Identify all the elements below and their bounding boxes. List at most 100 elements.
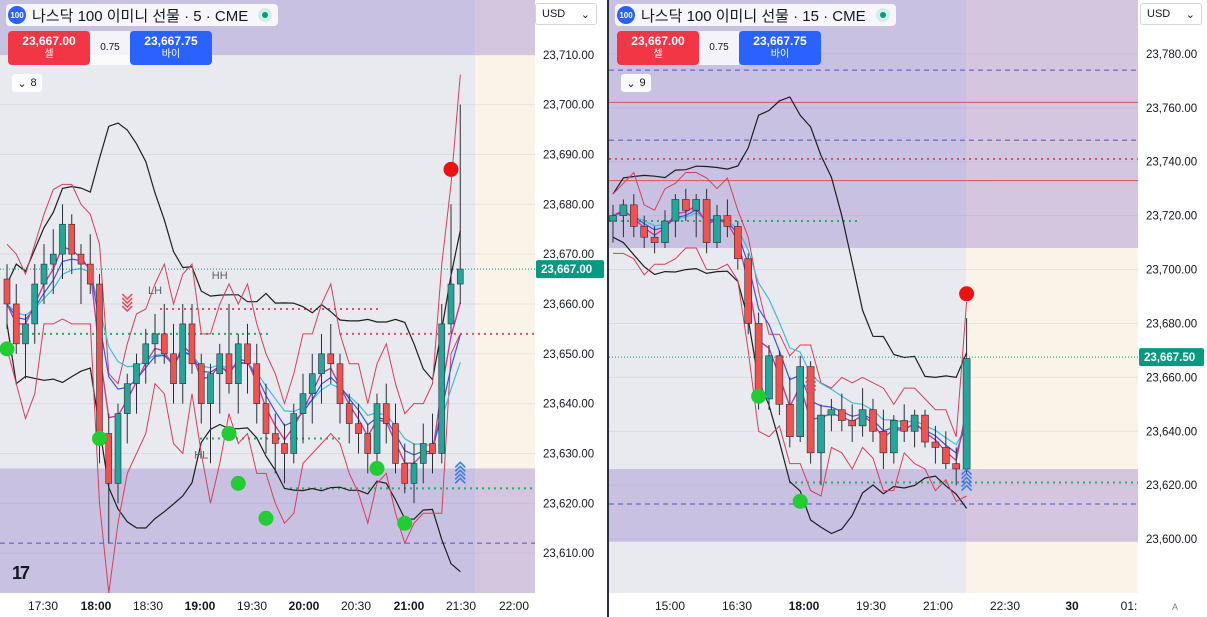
x-tick-label: 20:30 (341, 599, 371, 613)
chart-canvas-5min[interactable]: LH HH HL 23,610.00 23,620.00 23,630.00 23,640.… (0, 0, 607, 617)
candle-up (910, 414, 919, 432)
buy-button[interactable]: 23,667.75 바이 (739, 31, 821, 65)
x-tick-label: 20:00 (289, 599, 320, 613)
data-area-shade (0, 0, 475, 593)
candle-down (355, 423, 362, 434)
demand-zone (0, 468, 535, 593)
chart-pane-15min[interactable]: 23,600.00 23,620.00 23,640.00 23,660.00 23,6… (609, 0, 1207, 617)
last-price-label: 23,667.00 (541, 264, 592, 276)
last-price-label: 23,667.50 (1144, 352, 1195, 364)
candle-up (713, 215, 721, 243)
candle-up (817, 414, 825, 454)
pane-divider[interactable] (607, 0, 609, 617)
session-shade (966, 0, 1138, 593)
candle-down (392, 423, 399, 464)
candle-up (456, 268, 464, 285)
candle-down (744, 258, 752, 324)
buy-arrow-icon (454, 473, 466, 480)
y-tick-label: 23,700.00 (543, 100, 594, 112)
candle-up (609, 215, 617, 222)
indicators-collapse-button[interactable]: ⌄ 9 (621, 74, 651, 92)
buy-signal-dot (369, 460, 385, 476)
symbol-logo: 100 (617, 6, 635, 24)
buy-arrow-icon (454, 469, 466, 476)
symbol-title-text: 나스닥 100 이미니 선물 · 5 · CME (32, 7, 249, 25)
candle-down (921, 414, 929, 443)
y-tick-label: 23,710.00 (543, 50, 594, 62)
candle-up (619, 204, 628, 216)
candle-up (133, 363, 140, 385)
time-axis (0, 593, 535, 617)
chart-pane-5min[interactable]: LH HH HL 23,610.00 23,620.00 23,630.00 23,640.… (0, 0, 607, 617)
y-tick-label: 23,680.00 (1146, 318, 1197, 330)
candle-up (290, 413, 298, 454)
candle-down (382, 403, 390, 424)
demand-zone (609, 469, 1138, 542)
y-tick-label: 23,660.00 (1146, 372, 1197, 384)
candle-down (96, 283, 103, 434)
x-tick-label: 21:00 (923, 599, 953, 613)
symbol-title[interactable]: 100 나스닥 100 이미니 선물 · 15 · CME (615, 4, 896, 26)
candle-up (858, 409, 867, 427)
candle-down (364, 433, 372, 454)
x-tick-label: 19:30 (237, 599, 267, 613)
buy-signal-dot (221, 426, 237, 442)
candle-down (650, 236, 659, 243)
chart-canvas-15min[interactable]: 23,600.00 23,620.00 23,640.00 23,660.00 23,6… (609, 0, 1207, 617)
buy-arrow-icon (961, 480, 973, 488)
candle-up (114, 413, 122, 484)
buy-button[interactable]: 23,667.75 바이 (130, 31, 212, 65)
x-tick-label: 19:00 (185, 599, 216, 613)
currency-select[interactable]: USD ⌄ (1140, 3, 1202, 25)
buy-signal-dot (397, 515, 413, 531)
sell-label: 셀 (653, 49, 663, 60)
x-tick-label: 21:00 (394, 599, 425, 613)
candle-down (941, 447, 950, 464)
candle-up (889, 420, 898, 454)
buy-arrow-icon (454, 465, 466, 472)
x-tick-label: 21:30 (446, 599, 476, 613)
data-area-shade (609, 0, 966, 593)
candle-down (806, 366, 815, 454)
currency-select[interactable]: USD ⌄ (535, 3, 597, 25)
x-tick-label: 01: (1121, 599, 1138, 613)
envelope-lower-line (612, 236, 968, 535)
indicators-collapse-button[interactable]: ⌄ 8 (12, 74, 42, 92)
candle-down (931, 441, 940, 448)
sell-arrow-icon (121, 305, 133, 313)
sell-arrow-icon (121, 301, 133, 309)
buy-arrow-icon (961, 484, 973, 492)
candle-up (151, 333, 159, 345)
candle-down (188, 323, 196, 365)
y-tick-label: 23,780.00 (1146, 49, 1197, 61)
sell-button[interactable]: 23,667.00 셀 (8, 31, 90, 65)
y-tick-label: 23,620.00 (1146, 480, 1197, 492)
sell-arrow-icon (805, 380, 817, 388)
candle-down (640, 226, 649, 238)
symbol-title[interactable]: 100 나스닥 100 이미니 선물 · 5 · CME (6, 4, 279, 26)
sell-button[interactable]: 23,667.00 셀 (617, 31, 699, 65)
candle-down (775, 355, 784, 405)
tradingview-logo-icon[interactable]: 17 (12, 563, 30, 583)
candle-up (692, 199, 700, 211)
symbol-logo: 100 (8, 6, 26, 24)
buy-label: 바이 (161, 49, 181, 60)
symbol-title-text: 나스닥 100 이미니 선물 · 15 · CME (641, 7, 866, 25)
auto-scale-button[interactable]: A (1172, 602, 1179, 612)
buy-price: 23,667.75 (753, 34, 807, 48)
y-tick-label: 23,670.00 (543, 249, 594, 261)
candle-up (447, 283, 455, 325)
candle-down (734, 226, 742, 260)
currency-label: USD (542, 8, 566, 20)
candle-up (216, 353, 224, 375)
candle-up (142, 343, 150, 365)
candle-down (327, 353, 335, 365)
sell-arrow-icon (121, 297, 133, 305)
spread-value: 0.75 (90, 31, 130, 65)
candle-up (438, 323, 446, 454)
buy-signal-dot (258, 510, 274, 526)
candle-down (848, 420, 856, 427)
y-tick-label: 23,650.00 (543, 349, 594, 361)
buy-arrow-icon (961, 472, 973, 480)
candle-down (271, 433, 279, 444)
